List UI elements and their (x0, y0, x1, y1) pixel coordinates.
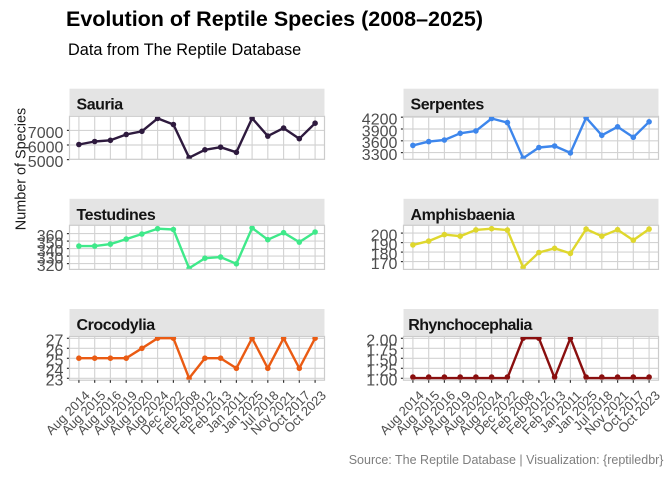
svg-text:180: 180 (371, 247, 398, 264)
svg-text:360: 360 (37, 228, 64, 245)
svg-text:Crocodylia: Crocodylia (77, 317, 156, 334)
svg-text:24: 24 (46, 363, 64, 380)
svg-text:Rhynchocephalia: Rhynchocephalia (408, 317, 532, 334)
svg-text:200: 200 (371, 228, 398, 245)
svg-text:Testudines: Testudines (77, 207, 156, 224)
svg-text:1.00: 1.00 (366, 373, 397, 390)
svg-text:320: 320 (37, 258, 64, 275)
svg-text:1.50: 1.50 (366, 353, 397, 370)
svg-text:7000: 7000 (28, 125, 64, 142)
svg-text:Source: The Reptile Database |: Source: The Reptile Database | Visualiza… (349, 453, 664, 467)
svg-text:190: 190 (371, 237, 398, 254)
svg-text:3900: 3900 (362, 123, 398, 140)
svg-text:25: 25 (46, 353, 64, 370)
svg-text:26: 26 (46, 343, 64, 360)
svg-text:Amphisbaenia: Amphisbaenia (411, 207, 516, 224)
svg-text:340: 340 (37, 243, 64, 260)
svg-text:Number of Species: Number of Species (14, 108, 30, 230)
svg-text:6000: 6000 (28, 139, 64, 156)
svg-text:170: 170 (371, 256, 398, 273)
svg-text:3600: 3600 (362, 135, 398, 152)
svg-text:Sauria: Sauria (77, 97, 124, 114)
svg-text:Data from The Reptile Database: Data from The Reptile Database (68, 41, 301, 59)
svg-text:Serpentes: Serpentes (411, 97, 485, 114)
svg-text:Evolution of Reptile Species (: Evolution of Reptile Species (2008–2025) (66, 7, 483, 31)
svg-text:2.00: 2.00 (366, 333, 397, 350)
svg-text:330: 330 (37, 251, 64, 268)
svg-text:23: 23 (46, 373, 64, 390)
svg-text:350: 350 (37, 236, 64, 253)
svg-text:1.25: 1.25 (366, 363, 397, 380)
svg-text:1.75: 1.75 (366, 343, 397, 360)
svg-text:5000: 5000 (28, 154, 64, 171)
svg-text:3300: 3300 (362, 147, 398, 164)
svg-text:4200: 4200 (362, 112, 398, 129)
svg-text:27: 27 (46, 333, 64, 350)
